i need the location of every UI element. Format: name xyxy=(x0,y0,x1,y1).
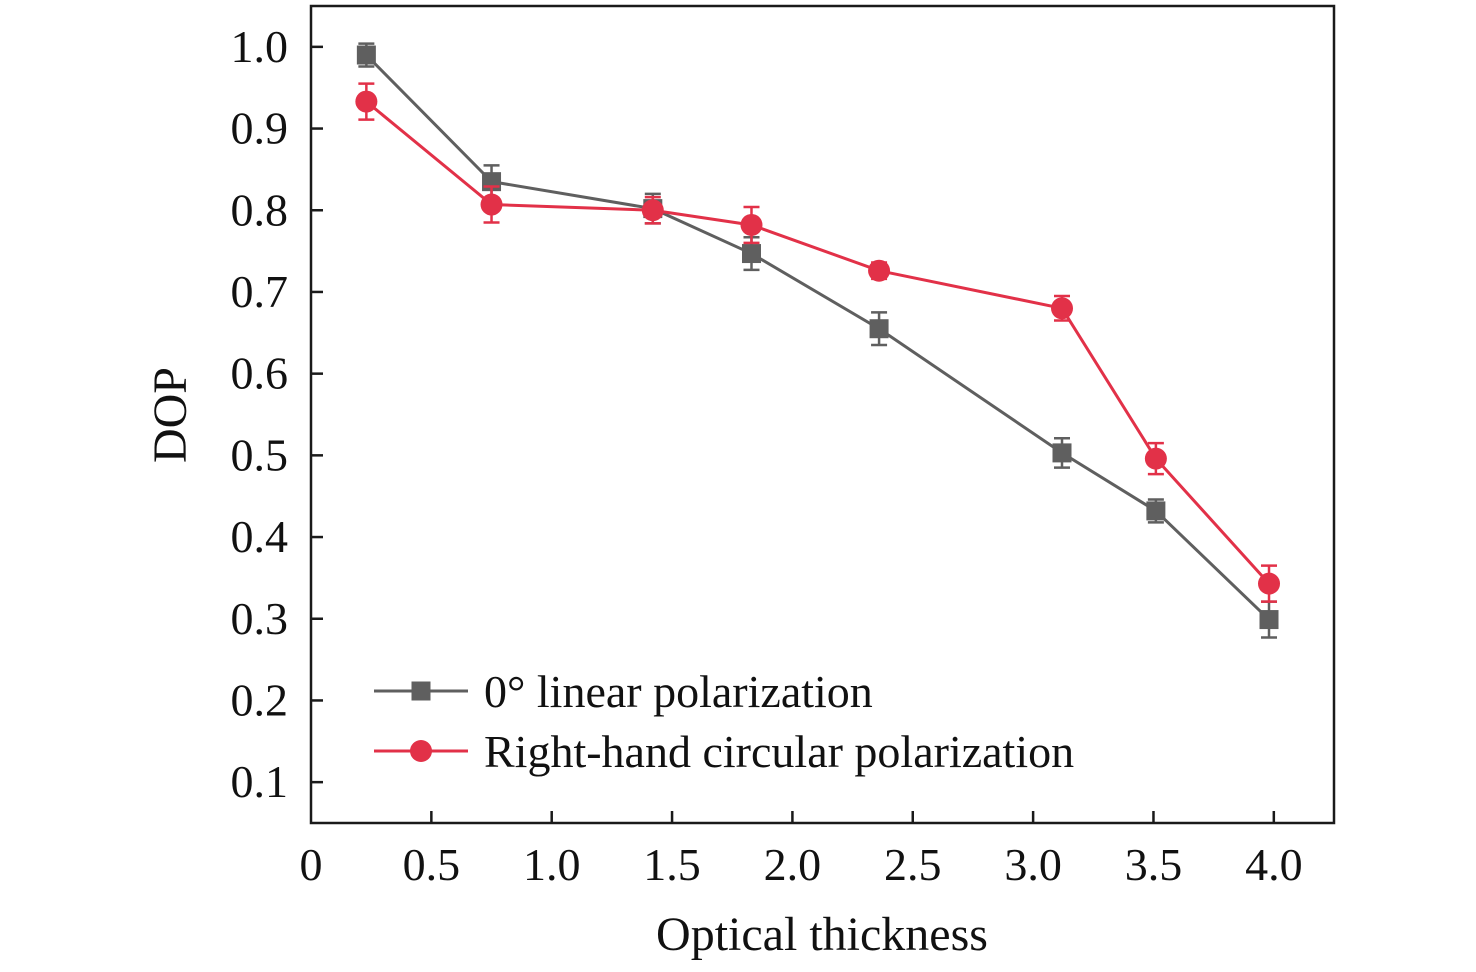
legend-item: 0° linear polarization xyxy=(374,666,873,717)
x-tick-label: 1.0 xyxy=(523,839,581,890)
y-axis-title: DOP xyxy=(144,367,197,463)
x-tick-label: 0 xyxy=(300,839,323,890)
x-tick-label: 3.0 xyxy=(1004,839,1062,890)
data-point xyxy=(480,193,503,216)
axes: 0 0.5 1.0 1.5 2.0 2.5 3.0 3.5 4.0 0.1 0.2 0.3 0.4 0.5… xyxy=(231,21,1303,890)
legend-marker xyxy=(411,681,431,701)
data-point xyxy=(1259,610,1279,630)
y-tick-label: 0.8 xyxy=(231,184,289,235)
series-linear xyxy=(356,42,1279,639)
y-tick-label: 0.2 xyxy=(231,674,289,725)
y-tick-label: 0.1 xyxy=(231,756,289,807)
legend-item: Right-hand circular polarization xyxy=(374,726,1074,777)
x-tick-label: 0.5 xyxy=(403,839,461,890)
series-line xyxy=(365,100,1271,585)
legend-marker xyxy=(410,740,432,762)
data-point xyxy=(356,45,376,65)
legend-label: 0° linear polarization xyxy=(484,666,873,717)
data-point xyxy=(740,213,763,236)
plot-frame xyxy=(309,4,1336,825)
x-tick-label: 3.5 xyxy=(1125,839,1183,890)
x-tick-label: 4.0 xyxy=(1245,839,1303,890)
y-tick-label: 0.7 xyxy=(231,266,289,317)
data-point xyxy=(741,244,761,264)
data-point xyxy=(868,259,891,282)
data-point xyxy=(1051,297,1074,320)
y-tick-label: 0.5 xyxy=(231,429,289,480)
y-tick-label: 0.4 xyxy=(231,511,289,562)
x-tick-label: 1.5 xyxy=(643,839,701,890)
series-circular xyxy=(355,82,1281,603)
legend: 0° linear polarization Right-hand circula… xyxy=(374,666,1074,777)
data-point xyxy=(355,90,378,113)
legend-label: Right-hand circular polarization xyxy=(484,726,1074,777)
data-point xyxy=(1052,443,1072,463)
x-axis-title: Optical thickness xyxy=(656,908,988,961)
data-point xyxy=(869,319,889,339)
x-tick-label: 2.0 xyxy=(764,839,822,890)
series-layer xyxy=(355,42,1281,639)
y-tick-label: 1.0 xyxy=(231,21,289,72)
series-line xyxy=(365,53,1271,621)
data-point xyxy=(1258,572,1281,595)
y-tick-label: 0.9 xyxy=(231,103,289,154)
data-point xyxy=(641,199,664,222)
y-tick-label: 0.6 xyxy=(231,348,289,399)
x-tick-label: 2.5 xyxy=(884,839,942,890)
data-point xyxy=(1144,447,1167,470)
y-tick-label: 0.3 xyxy=(231,593,289,644)
data-point xyxy=(1146,501,1166,521)
